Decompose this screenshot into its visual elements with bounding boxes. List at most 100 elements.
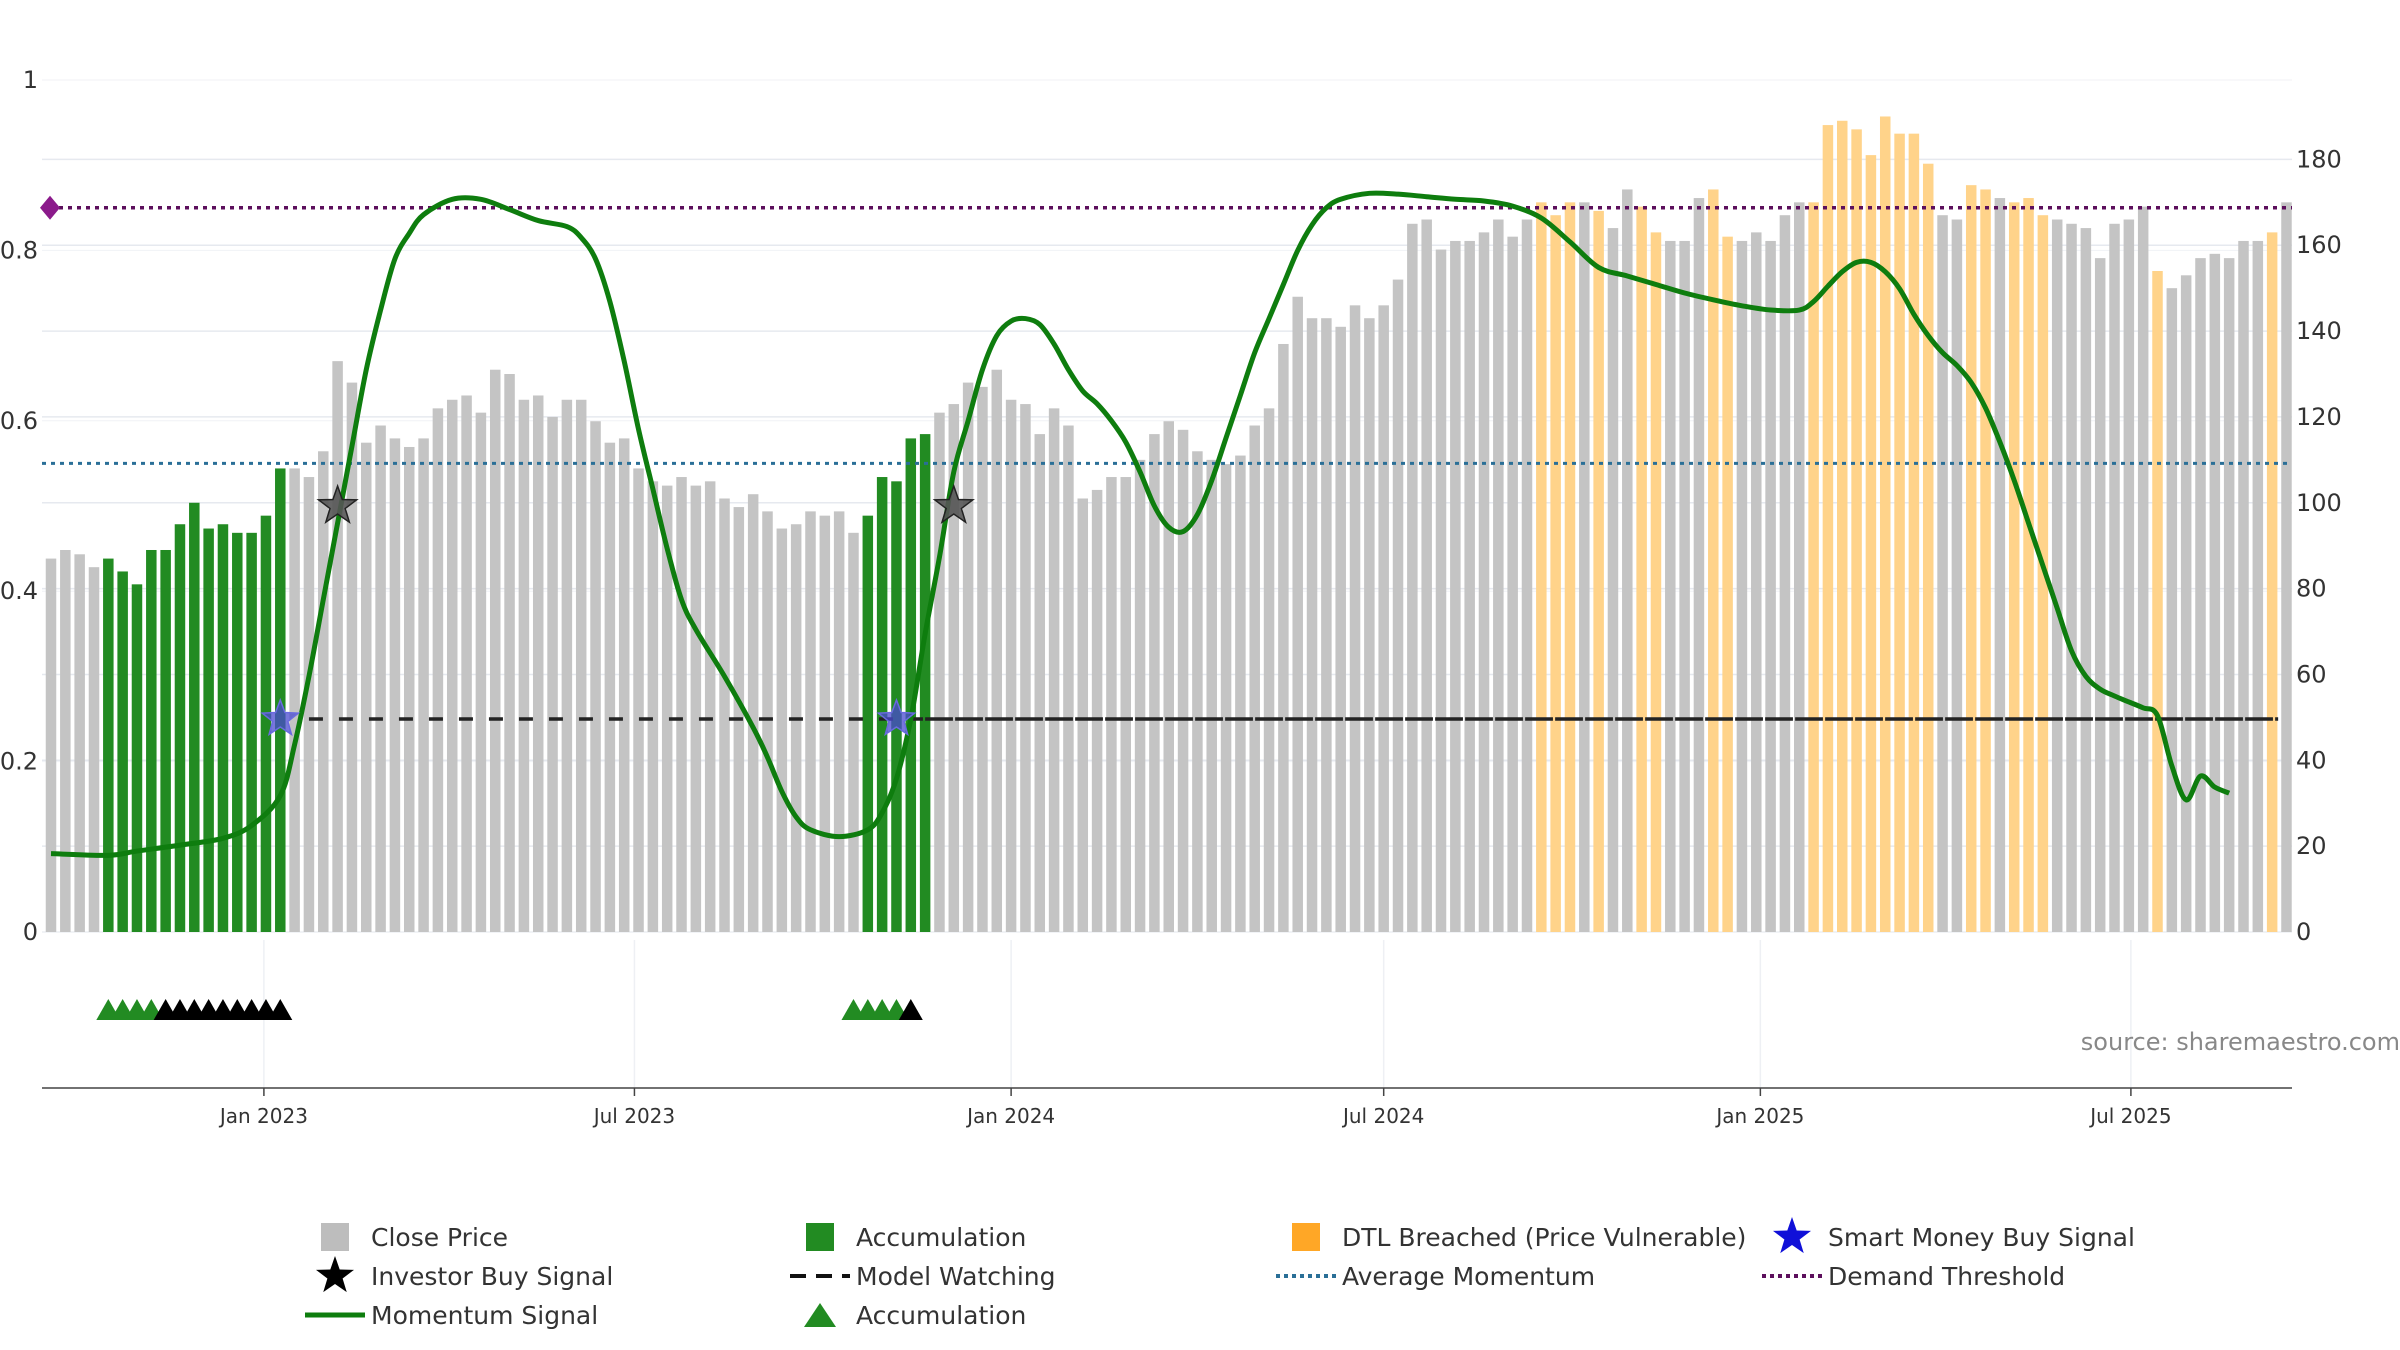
close-price-bar bbox=[1435, 249, 1447, 932]
close-price-bar bbox=[633, 468, 644, 932]
close-price-bar bbox=[2051, 219, 2063, 932]
accumulation-bar bbox=[131, 584, 143, 932]
reference-lines bbox=[40, 195, 2292, 721]
dtl-breached-bar bbox=[1865, 155, 1877, 933]
close-price-bar bbox=[747, 494, 759, 932]
x-axis-tick-label: Jan 2024 bbox=[965, 1104, 1055, 1128]
close-price-bar bbox=[1679, 240, 1690, 933]
accumulation-marker-strip bbox=[96, 999, 923, 1020]
close-price-bar bbox=[1421, 219, 1432, 932]
legend-item: Smart Money Buy Signal bbox=[1772, 1217, 2135, 1254]
close-price-bar bbox=[1349, 305, 1361, 932]
close-price-bar bbox=[1579, 202, 1590, 932]
close-price-bar bbox=[318, 451, 329, 932]
dtl-breached-bar bbox=[1722, 236, 1733, 933]
accumulation-bar bbox=[246, 532, 257, 932]
close-price-bar bbox=[74, 554, 85, 932]
close-price-bar bbox=[88, 567, 100, 932]
close-price-bar bbox=[1249, 425, 1260, 932]
dtl-breached-bar bbox=[1822, 125, 1834, 933]
accumulation-bar bbox=[260, 515, 272, 932]
close-price-bar bbox=[590, 421, 601, 932]
close-price-bar bbox=[1263, 408, 1275, 932]
close-price-bar bbox=[1751, 232, 1762, 932]
close-price-bar bbox=[532, 395, 544, 932]
close-price-bar bbox=[547, 416, 558, 933]
source-credit: source: sharemaestro.com bbox=[2081, 1028, 2400, 1056]
close-price-bar bbox=[575, 399, 587, 932]
dtl-breached-bar bbox=[2152, 271, 2163, 932]
legend-label: Average Momentum bbox=[1342, 1262, 1595, 1291]
close-price-bar bbox=[1192, 451, 1203, 932]
left-axis-tick-label: 0.4 bbox=[0, 577, 38, 605]
accumulation-bar bbox=[103, 558, 114, 932]
close-price-bar bbox=[1220, 464, 1232, 932]
close-price-bar bbox=[1278, 343, 1289, 932]
close-price-bar bbox=[1378, 305, 1389, 932]
x-axis-tick-label: Jul 2024 bbox=[1341, 1104, 1424, 1128]
close-price-bar bbox=[676, 477, 687, 932]
dtl-breached-bar bbox=[1593, 210, 1604, 932]
dtl-breached-bar bbox=[1808, 202, 1819, 932]
legend-item: Close Price bbox=[321, 1223, 508, 1252]
close-price-bar bbox=[2209, 253, 2221, 933]
accumulation-bar bbox=[146, 549, 157, 932]
legend-label: Model Watching bbox=[856, 1262, 1056, 1291]
accumulation-bar bbox=[919, 434, 931, 932]
close-price-bar bbox=[389, 438, 401, 932]
close-price-bar bbox=[2094, 258, 2106, 932]
close-price-bar bbox=[289, 468, 300, 932]
investor-buy-signal bbox=[316, 483, 359, 525]
close-price-bar bbox=[934, 412, 945, 932]
right-axis-tick-label: 180 bbox=[2296, 145, 2342, 173]
close-price-bar bbox=[404, 446, 415, 932]
close-price-bar bbox=[1392, 279, 1404, 932]
dtl-breached-bar bbox=[1536, 202, 1547, 932]
x-axis-tick-label: Jul 2023 bbox=[592, 1104, 675, 1128]
close-price-bar bbox=[704, 481, 716, 932]
close-price-bar bbox=[1063, 425, 1074, 932]
close-price-bar bbox=[790, 524, 802, 932]
close-price-bar bbox=[1464, 240, 1475, 933]
close-price-bar bbox=[1937, 215, 1948, 932]
x-axis-tick-label: Jul 2025 bbox=[2088, 1104, 2171, 1128]
close-price-bar bbox=[1206, 459, 1217, 932]
accumulation-bar bbox=[905, 438, 917, 932]
close-price-bar bbox=[1163, 421, 1174, 932]
close-price-bar bbox=[1149, 434, 1160, 932]
close-price-bar bbox=[2066, 223, 2077, 933]
legend-label: DTL Breached (Price Vulnerable) bbox=[1342, 1223, 1746, 1252]
close-price-bar bbox=[418, 438, 429, 932]
left-axis-tick-label: 0 bbox=[23, 918, 38, 946]
close-price-bar bbox=[2195, 258, 2206, 932]
close-price-bar bbox=[432, 408, 444, 932]
legend-label: Accumulation bbox=[856, 1301, 1026, 1330]
close-price-bar bbox=[45, 558, 57, 932]
close-price-bar bbox=[446, 399, 458, 932]
dtl-breached-bar bbox=[2037, 215, 2049, 932]
legend-swatch bbox=[806, 1223, 834, 1251]
close-price-bar bbox=[1292, 296, 1303, 932]
close-price-bar bbox=[1120, 477, 1131, 932]
close-price-bar bbox=[647, 481, 659, 932]
close-price-bar bbox=[1665, 240, 1676, 933]
close-price-bar bbox=[690, 485, 702, 932]
close-price-bar bbox=[346, 382, 358, 932]
close-price-bar bbox=[719, 498, 730, 932]
left-axis-tick-label: 0.2 bbox=[0, 748, 38, 776]
close-price-bar bbox=[375, 425, 386, 932]
legend-item: Momentum Signal bbox=[305, 1301, 598, 1330]
momentum-signal-line bbox=[50, 190, 2231, 858]
left-axis-tick-label: 0.8 bbox=[0, 236, 38, 264]
close-price-bar bbox=[1693, 198, 1705, 932]
legend-item: Accumulation bbox=[804, 1301, 1026, 1330]
right-axis-tick-label: 160 bbox=[2296, 231, 2342, 259]
close-price-bar bbox=[1005, 399, 1017, 932]
close-price-bar bbox=[1020, 404, 1031, 933]
legend-swatch bbox=[321, 1223, 349, 1251]
dtl-breached-bar bbox=[1980, 189, 1991, 933]
close-price-bar bbox=[475, 412, 487, 932]
x-axis-tick-label: Jan 2023 bbox=[218, 1104, 308, 1128]
momentum-signal-series bbox=[50, 190, 2231, 858]
buy-signal-markers bbox=[260, 483, 975, 737]
